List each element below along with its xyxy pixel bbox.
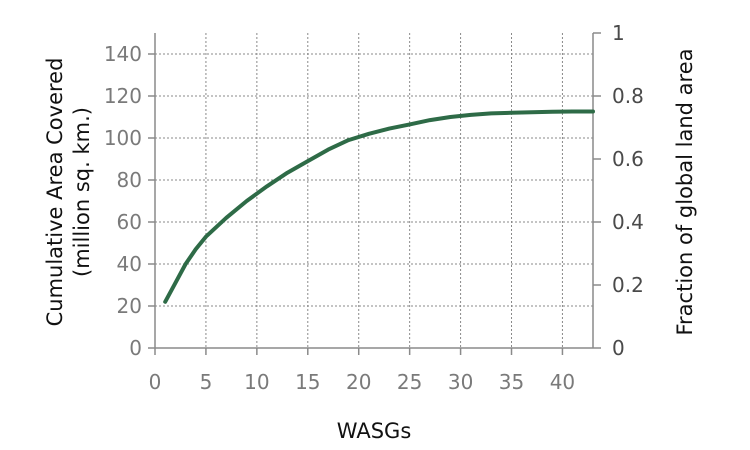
x-tick-label: 10 xyxy=(244,370,269,394)
y2-axis-title: Fraction of global land area xyxy=(673,49,697,336)
y2-tick-label: 0.4 xyxy=(612,210,644,234)
y2-tick-label: 0 xyxy=(612,336,625,360)
y-tick-label: 40 xyxy=(117,252,142,276)
y2-tick-label: 0.6 xyxy=(612,147,644,171)
x-tick-label: 35 xyxy=(499,370,524,394)
y2-tick-label: 0.2 xyxy=(612,273,644,297)
y-tick-label: 60 xyxy=(117,210,142,234)
x-tick-label: 15 xyxy=(295,370,320,394)
x-tick-label: 30 xyxy=(448,370,473,394)
tick-marks xyxy=(148,32,601,355)
tick-labels: 0 5 10 15 20 25 30 35 40 0 20 40 60 80 100 120 140 0 0.2 0.… xyxy=(104,21,644,394)
y-tick-label: 100 xyxy=(104,126,142,150)
y-axis-title-line1: Cumulative Area Covered xyxy=(43,58,67,327)
x-tick-label: 40 xyxy=(550,370,575,394)
y-tick-label: 140 xyxy=(104,42,142,66)
y-tick-label: 0 xyxy=(129,336,142,360)
y2-tick-label: 1 xyxy=(612,21,625,45)
x-axis-title: WASGs xyxy=(337,419,412,443)
series-line xyxy=(163,109,595,304)
x-tick-label: 20 xyxy=(346,370,371,394)
x-tick-label: 5 xyxy=(200,370,213,394)
axes xyxy=(154,33,594,349)
x-tick-label: 0 xyxy=(149,370,162,394)
y2-tick-label: 0.8 xyxy=(612,84,644,108)
grid-lines xyxy=(155,33,593,348)
y-tick-label: 120 xyxy=(104,84,142,108)
y-axis-title-line2: (million sq. km.) xyxy=(70,107,94,277)
y-tick-label: 80 xyxy=(117,168,142,192)
y-tick-label: 20 xyxy=(117,294,142,318)
x-tick-label: 25 xyxy=(397,370,422,394)
